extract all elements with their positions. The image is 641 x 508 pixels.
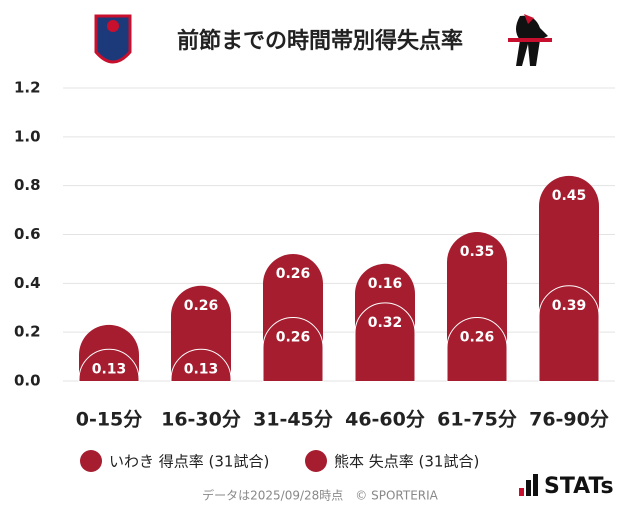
data-label: 0.26: [460, 330, 495, 346]
brand: STATs: [544, 474, 614, 499]
bar-base-mask: [79, 379, 139, 381]
data-label: 0.45: [552, 188, 587, 204]
legend-label: いわき 得点率 (31試合): [109, 453, 269, 471]
legend-swatch: [305, 450, 327, 472]
bar-segment: [539, 175, 599, 316]
y-tick-label: 1.2: [14, 79, 41, 97]
data-label: 0.26: [276, 330, 311, 346]
bar-segment: [354, 302, 416, 382]
legend-swatch: [80, 450, 102, 472]
bar-segment: [538, 285, 600, 382]
y-tick-label: 0.0: [14, 372, 41, 390]
chart-title: 前節までの時間帯別得失点率: [177, 28, 463, 54]
home-logo: [94, 14, 132, 64]
x-tick-label: 16-30分: [161, 409, 241, 431]
data-label: 0.13: [92, 361, 127, 377]
x-tick-label: 76-90分: [529, 409, 609, 431]
bar-base-mask: [355, 379, 415, 381]
bar-base-mask: [171, 379, 231, 381]
data-label: 0.39: [552, 298, 587, 314]
y-tick-label: 0.4: [14, 274, 41, 292]
data-label: 0.32: [368, 315, 403, 331]
bar-base-mask: [263, 379, 323, 381]
bar-segment: [170, 348, 232, 382]
x-tick-label: 46-60分: [345, 409, 425, 431]
bar-segment: [262, 317, 324, 382]
x-tick-label: 61-75分: [437, 409, 517, 431]
y-tick-label: 0.2: [14, 323, 41, 341]
data-label: 0.26: [276, 266, 311, 282]
data-label: 0.35: [460, 244, 495, 260]
bar-base-mask: [447, 379, 507, 381]
brand-logo: [519, 474, 538, 496]
y-tick-label: 0.6: [14, 225, 41, 243]
x-tick-label: 31-45分: [253, 409, 333, 431]
bar-segment: [78, 348, 140, 382]
away-logo: [508, 14, 552, 66]
y-tick-label: 0.8: [14, 176, 41, 194]
y-tick-label: 1.0: [14, 127, 41, 145]
bar-segment: [447, 232, 507, 348]
data-label: 0.26: [184, 298, 219, 314]
bar-base-mask: [539, 379, 599, 381]
footer-note: データは2025/09/28時点 © SPORTERIA: [202, 488, 439, 503]
bar-segment: [446, 317, 508, 382]
data-label: 0.16: [368, 276, 403, 292]
legend-label: 熊本 失点率 (31試合): [334, 453, 479, 471]
x-tick-label: 0-15分: [76, 409, 143, 431]
data-label: 0.13: [184, 361, 219, 377]
